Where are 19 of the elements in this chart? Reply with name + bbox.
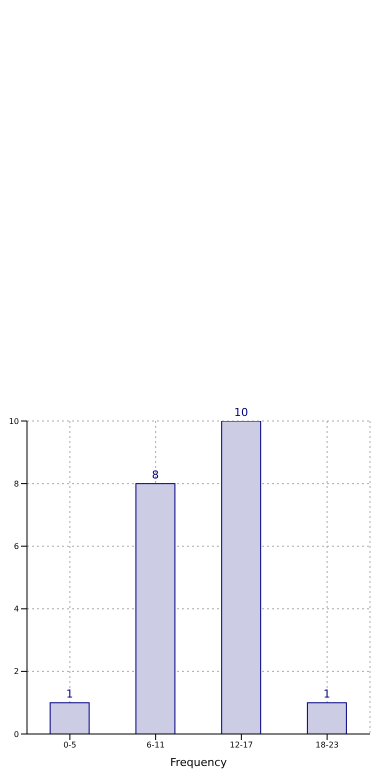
y-tick-label: 10: [8, 416, 19, 426]
bar: [135, 483, 176, 734]
bar: [306, 702, 347, 734]
data-label: 8: [152, 468, 159, 482]
x-tick-label: 18-23: [316, 740, 339, 750]
x-axis-title: Frequency: [170, 756, 228, 769]
data-label: 10: [234, 406, 248, 419]
y-tick-label: 6: [14, 542, 19, 552]
data-label: 1: [323, 688, 330, 701]
x-tick-label: 12-17: [230, 740, 253, 750]
x-tick-label: 6-11: [146, 740, 165, 750]
y-tick-label: 0: [14, 730, 19, 739]
data-label: 1: [66, 688, 74, 701]
bar: [50, 702, 90, 734]
y-tick-label: 8: [14, 479, 19, 488]
x-tick-label: 0-5: [63, 740, 76, 750]
y-tick-label: 2: [14, 667, 19, 676]
y-tick-label: 4: [14, 604, 19, 614]
bar: [221, 421, 262, 734]
